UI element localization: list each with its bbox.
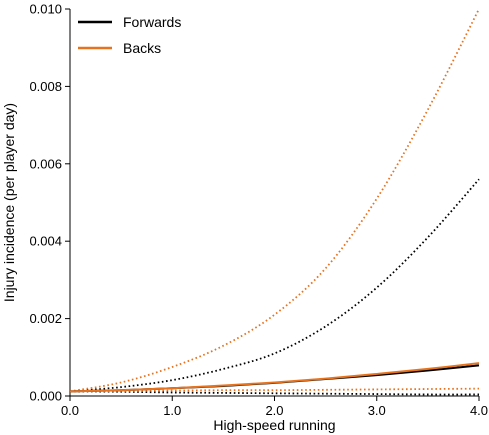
forwards-dotted-line: [69, 178, 480, 393]
x-tick-label: 3.0: [368, 403, 386, 418]
backs-dotted-line: [69, 8, 480, 393]
x-tick-label: 2.0: [265, 403, 283, 418]
legend-label-forwards: Forwards: [123, 14, 181, 30]
x-tick-label: 0.0: [61, 403, 79, 418]
y-tick-label: 0.010: [29, 2, 62, 17]
legend-label-backs: Backs: [123, 40, 161, 56]
y-axis-label: Injury incidence (per player day): [1, 103, 17, 302]
legend: Forwards Backs: [78, 14, 181, 56]
x-tick-label: 1.0: [163, 403, 181, 418]
y-tick-label: 0.008: [29, 79, 62, 94]
forwards-dotted-line: [69, 390, 480, 396]
y-tick-label: 0.004: [29, 234, 62, 249]
axes: 0.0 1.0 2.0 3.0 4.0 0.000 0.002 0.004 0.006 0.008…: [29, 2, 488, 419]
x-tick-label: 4.0: [470, 403, 488, 418]
series-lines: [69, 8, 480, 396]
backs-line: [69, 362, 480, 393]
y-tick-label: 0.000: [29, 389, 62, 404]
y-tick-label: 0.002: [29, 311, 62, 326]
y-tick-label: 0.006: [29, 156, 62, 171]
x-axis-label: High-speed running: [213, 417, 335, 433]
